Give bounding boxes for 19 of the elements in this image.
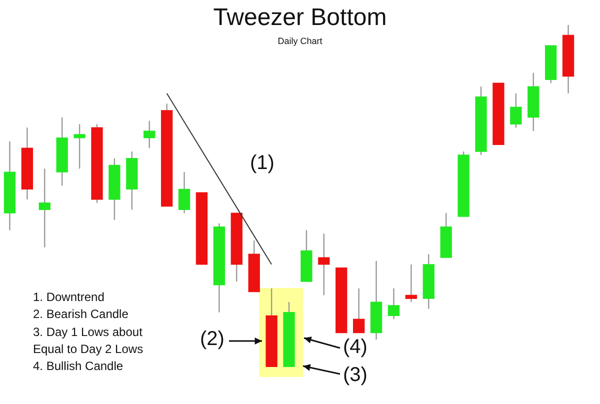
annotation: (2) [200, 328, 224, 351]
annotation: (3) [343, 364, 368, 387]
candlestick [178, 171, 190, 214]
candlestick [74, 124, 86, 170]
annotation: 4. Bullish Candle [33, 359, 124, 373]
candlestick [405, 264, 418, 303]
text: Daily Chart [276, 36, 324, 46]
annotation: (4) [343, 336, 368, 359]
candlestick [318, 233, 330, 296]
annotation: (1) [250, 152, 274, 175]
annotation: 2. Bearish Candle [33, 307, 128, 321]
chart-title: Tweezer Bottom [212, 4, 388, 32]
candlestick [38, 168, 50, 248]
annotation: 1. Downtrend [33, 290, 104, 304]
candlestick [144, 120, 156, 149]
candlestick [388, 288, 400, 320]
annotation: 3. Day 1 Lows about Equal to Day 2 Lows [33, 324, 144, 358]
candlestick [510, 92, 522, 128]
candlestick [352, 288, 365, 334]
